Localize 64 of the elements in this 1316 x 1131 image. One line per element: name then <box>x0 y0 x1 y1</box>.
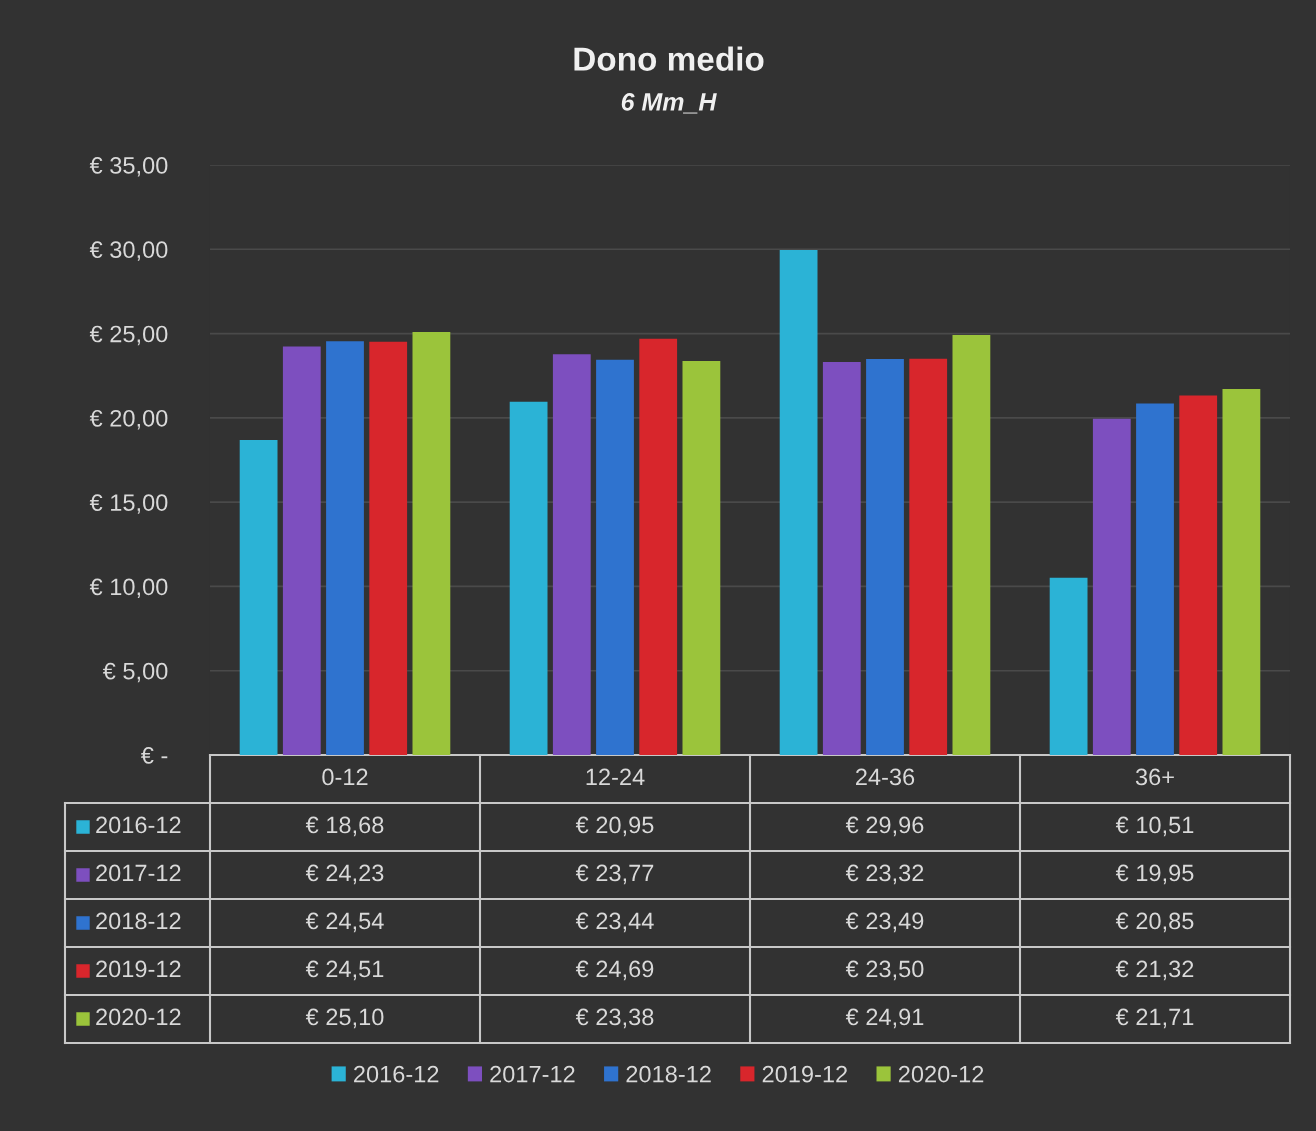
data-label: € 10,51 <box>1115 816 1194 837</box>
bar <box>326 341 364 755</box>
bar <box>552 354 591 755</box>
bar <box>1092 418 1131 755</box>
data-label: € 20,95 <box>575 816 654 837</box>
y-tick-label: € 20,00 <box>89 409 168 430</box>
text: 2018-12 <box>626 1065 711 1083</box>
data-label: € 23,50 <box>845 960 924 981</box>
legend-label: 2019-12 <box>96 960 181 978</box>
bar <box>682 360 721 755</box>
text: 2020-12 <box>96 1008 181 1026</box>
bar <box>509 401 548 755</box>
bar <box>639 338 678 755</box>
bar <box>822 361 861 755</box>
legend-label: 2016-12 <box>96 816 181 834</box>
data-label: € 23,77 <box>575 864 654 885</box>
data-label: € 24,51 <box>305 960 384 981</box>
bar <box>282 346 321 755</box>
x-tick-label: 24-36 <box>856 768 915 786</box>
chart-title: Dono medio <box>574 46 764 71</box>
y-tick-label: € 5,00 <box>102 662 168 683</box>
bar <box>1049 577 1088 755</box>
chart-subtitle: 6 Mm_H <box>621 93 717 114</box>
bar <box>239 440 278 755</box>
data-label: € 23,49 <box>845 912 924 933</box>
text: 2019-12 <box>762 1065 847 1083</box>
legend-label: 2017-12 <box>96 864 181 882</box>
data-label: € 18,68 <box>305 816 384 837</box>
data-label: € 23,44 <box>575 912 654 933</box>
bar <box>596 359 634 755</box>
data-label: € 29,96 <box>845 816 924 837</box>
y-tick-label: € 30,00 <box>89 241 168 261</box>
x-tick-label: 36+ <box>1135 768 1174 786</box>
x-tick-label: 12-24 <box>586 768 645 786</box>
y-tick-label: € 15,00 <box>89 494 168 514</box>
bar <box>779 249 818 755</box>
bar <box>1136 403 1174 755</box>
data-label: € 23,32 <box>845 864 924 885</box>
bar <box>369 341 408 755</box>
bar <box>866 359 904 755</box>
y-tick-label: € 10,00 <box>89 578 168 599</box>
text: 2016-12 <box>354 1065 439 1083</box>
legend-label: 2020-12 <box>898 1065 984 1083</box>
bar <box>909 358 948 755</box>
bar <box>412 331 451 755</box>
y-tick-label: € - <box>140 747 168 764</box>
text: 2017-12 <box>490 1065 575 1083</box>
data-label: € 23,38 <box>575 1008 654 1029</box>
data-label: € 24,69 <box>575 960 654 981</box>
data-label: € 25,10 <box>305 1008 384 1029</box>
y-tick-label: € 25,00 <box>89 325 168 346</box>
data-label: € 24,23 <box>305 864 384 885</box>
data-label: € 19,95 <box>1115 864 1194 885</box>
data-label: € 21,71 <box>1115 1008 1194 1029</box>
bar <box>952 335 991 755</box>
data-label: € 24,91 <box>845 1008 924 1029</box>
legend-label: 2018-12 <box>96 912 181 930</box>
y-tick-label: € 35,00 <box>89 157 168 177</box>
data-label: € 24,54 <box>305 912 384 933</box>
data-label: € 20,85 <box>1115 912 1194 933</box>
bar <box>1179 395 1218 755</box>
x-tick-label: 0-12 <box>322 768 368 786</box>
bar <box>1222 389 1261 755</box>
data-label: € 21,32 <box>1115 960 1194 981</box>
